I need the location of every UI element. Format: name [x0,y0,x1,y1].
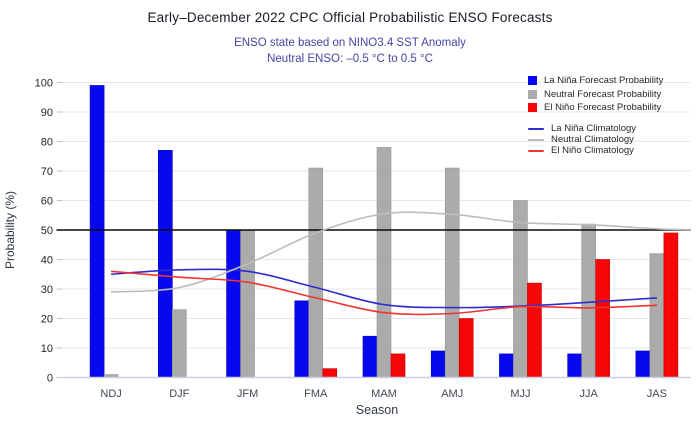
legend-line-swatch-neutral-climatology [528,139,544,141]
legend-label: Neutral Forecast Probability [544,88,662,100]
bar-jja-el-ni-o-forecast-probability [595,259,610,378]
bar-jja-neutral-forecast-probability [581,223,596,378]
y-tick-label-90: 90 [41,107,53,119]
bar-mjj-la-ni-a-forecast-probability [499,353,514,378]
legend-line-swatch-el-ni-o-climatology [528,150,544,152]
x-tick-label-jja: JJA [579,388,598,400]
bar-mjj-neutral-forecast-probability [513,200,528,378]
legend-color-swatch-el-ni-o-forecast-probability [528,103,537,113]
legend-item-el-ni-o-climatology: El Niño Climatology [528,146,700,157]
legend-item-neutral-forecast-probability: Neutral Forecast Probability [528,88,700,102]
bar-ndj-la-ni-a-forecast-probability [89,85,105,378]
bar-jas-neutral-forecast-probability [649,253,665,378]
bar-fma-neutral-forecast-probability [308,167,324,378]
legend-label: Neutral Climatology [551,134,634,146]
x-tick-label-mjj: MJJ [510,388,530,400]
bar-mam-la-ni-a-forecast-probability [362,335,378,378]
neutral-climatology-line [111,211,692,293]
y-tick-label-70: 70 [41,166,53,178]
x-tick-label-jas: JAS [647,388,667,400]
x-tick-label-jfm: JFM [237,388,258,400]
legend-item-la-ni-a-forecast-probability: La Niña Forecast Probability [528,74,700,88]
bar-amj-la-ni-a-forecast-probability [430,350,446,378]
el-ni-o-climatology-line [111,270,657,316]
legend-item-el-ni-o-forecast-probability: El Niño Forecast Probability [528,101,700,115]
x-tick-label-djf: DJF [169,388,189,400]
legend-label: La Niña Forecast Probability [544,75,664,86]
legend: La Niña Forecast Probability Neutral Fore… [528,74,700,157]
bar-jas-la-ni-a-forecast-probability [635,350,651,378]
bar-jfm-neutral-forecast-probability [240,229,255,378]
legend-line-swatch-la-ni-a-climatology [528,128,544,130]
bar-fma-el-ni-o-forecast-probability [322,368,338,378]
bar-mjj-el-ni-o-forecast-probability [527,282,542,378]
legend-label: El Niño Climatology [551,145,634,157]
bar-jas-el-ni-o-forecast-probability [663,232,679,378]
bar-fma-la-ni-a-forecast-probability [294,300,310,378]
x-tick-label-fma: FMA [304,388,328,400]
y-tick-label-10: 10 [41,343,53,355]
bar-jfm-la-ni-a-forecast-probability [226,229,241,378]
y-tick-label-30: 30 [41,284,53,296]
legend-item-la-ni-a-climatology: La Niña Climatology [528,124,700,135]
x-axis-title: Season [355,403,399,417]
bar-mam-neutral-forecast-probability [376,147,392,378]
y-tick-label-80: 80 [41,137,53,149]
bar-amj-neutral-forecast-probability [444,167,460,378]
legend-item-neutral-climatology: Neutral Climatology [528,135,700,146]
legend-label: El Niño Forecast Probability [544,102,662,113]
legend-label: La Niña Climatology [551,123,637,135]
x-tick-label-amj: AMJ [441,388,463,400]
x-tick-label-ndj: NDJ [100,388,121,400]
y-tick-label-50: 50 [41,225,53,237]
legend-color-swatch-neutral-forecast-probability [528,89,537,99]
chart-title: Early–December 2022 CPC Official Probabi… [147,10,553,25]
la-ni-a-climatology-line [111,268,657,309]
y-tick-label-60: 60 [41,196,53,208]
bar-mam-el-ni-o-forecast-probability [390,353,406,378]
chart-subtitle-line1: ENSO state based on NINO3.4 SST Anomaly [234,37,466,49]
bar-jja-la-ni-a-forecast-probability [567,353,582,378]
x-tick-label-mam: MAM [371,388,397,400]
bar-amj-el-ni-o-forecast-probability [458,318,474,378]
y-tick-label-100: 100 [35,78,53,90]
y-tick-label-0: 0 [47,373,53,385]
legend-group-gap [528,115,700,124]
y-tick-label-40: 40 [41,255,53,267]
bar-djf-la-ni-a-forecast-probability [158,150,173,378]
chart-subtitle-line2: Neutral ENSO: –0.5 °C to 0.5 °C [267,53,433,65]
y-tick-label-20: 20 [41,314,53,326]
legend-color-swatch-la-ni-a-forecast-probability [528,76,537,86]
bar-djf-neutral-forecast-probability [172,309,187,378]
